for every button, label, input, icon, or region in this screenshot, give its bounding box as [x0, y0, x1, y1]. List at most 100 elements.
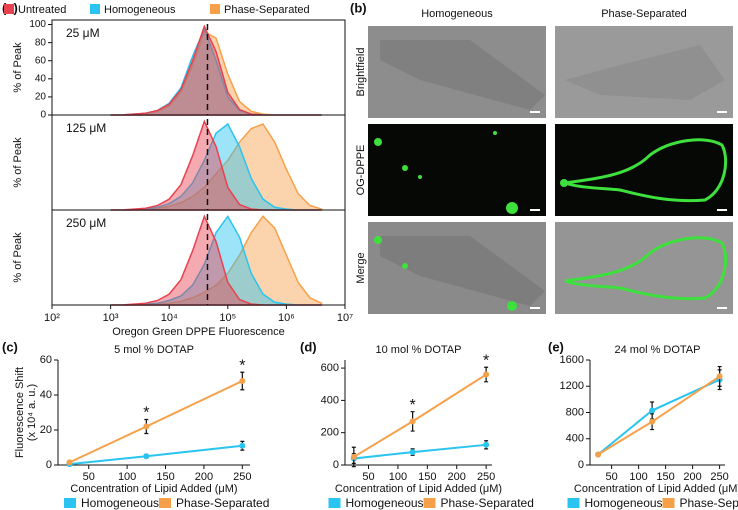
panel-label: (b)	[350, 0, 367, 15]
data-point	[143, 423, 150, 430]
x-tick-label: 150	[656, 471, 674, 483]
x-axis-label: Concentration of Lipid Added (μM)	[574, 483, 738, 495]
legend-swatch	[662, 498, 675, 508]
panel-annotation: 125 μM	[66, 121, 106, 135]
legend-label: Phase-Separated	[224, 4, 310, 16]
row-label: Brightfield	[355, 48, 367, 97]
x-tick-label: 150	[418, 471, 436, 483]
chart-title: 10 mol % DOTAP	[376, 344, 462, 356]
y-axis-label: % of Peak	[12, 137, 24, 188]
panel-label: (c)	[2, 339, 18, 354]
y-axis-label: % of Peak	[12, 42, 24, 93]
row-label: OG-DPPE	[355, 145, 367, 196]
data-point	[649, 407, 656, 414]
y-axis-label: Fluorescence Shift	[14, 367, 26, 458]
panel-label: (e)	[548, 339, 564, 354]
y-tick-label: 1600	[560, 354, 584, 366]
y-tick-label: 80	[35, 37, 47, 48]
legend-swatch	[4, 4, 14, 14]
vesicle	[374, 138, 382, 146]
x-tick-label: 50	[362, 471, 374, 483]
x-tick-label: 250	[233, 471, 251, 483]
x-tick-label: 200	[448, 471, 466, 483]
vesicle	[402, 263, 408, 269]
data-point	[483, 441, 490, 448]
x-tick-label: 10³	[103, 312, 119, 324]
cell-shape	[380, 40, 545, 110]
y-tick-label: 20	[35, 92, 47, 103]
vesicle	[418, 175, 422, 179]
legend-swatch	[210, 4, 220, 14]
y-tick-label: 100	[29, 19, 46, 30]
series-line	[353, 443, 487, 460]
column-header: Homogeneous	[421, 8, 493, 20]
vesicle	[506, 202, 518, 214]
data-point	[239, 442, 246, 449]
x-tick-label: 100	[118, 471, 136, 483]
panel-label: (d)	[300, 339, 317, 354]
micrograph	[555, 124, 733, 216]
y-axis-label: % of Peak	[12, 232, 24, 283]
x-tick-label: 200	[195, 471, 213, 483]
y-tick-label: 40	[35, 73, 47, 84]
x-axis-label: Concentration of Lipid Added (μM)	[335, 483, 502, 495]
x-axis-label: Concentration of Lipid Added (μM)	[70, 483, 237, 495]
series-line	[353, 373, 487, 458]
panel-annotation: 25 μM	[66, 26, 100, 40]
legend-label: Homogeneous	[81, 496, 159, 510]
x-tick-label: 100	[629, 471, 647, 483]
data-point	[716, 373, 723, 380]
data-point	[409, 418, 416, 425]
legend-label: Homogeneous	[585, 496, 663, 510]
column-header: Phase-Separated	[601, 8, 687, 20]
legend-swatch	[90, 4, 100, 14]
cell-shape	[380, 236, 545, 306]
x-axis-label: Oregon Green DPPE Fluorescence	[112, 326, 284, 338]
x-tick-label: 10⁴	[161, 312, 178, 324]
y-tick-label: 60	[40, 354, 52, 366]
data-point	[143, 453, 150, 460]
x-tick-label: 50	[605, 471, 617, 483]
legend-label: Phase-Separated	[441, 496, 534, 510]
vesicle	[374, 236, 382, 244]
legend-label: Phase-Separated	[176, 496, 269, 510]
data-point	[595, 451, 602, 458]
cell-shape	[565, 45, 725, 100]
x-tick-label: 50	[83, 471, 95, 483]
x-tick-label: 250	[477, 471, 495, 483]
data-point	[409, 449, 416, 456]
significance-marker: *	[143, 405, 149, 422]
plot-frame	[51, 209, 346, 306]
axes	[589, 360, 725, 466]
y-tick-label: 200	[321, 427, 339, 439]
y-tick-label: 0	[46, 459, 52, 471]
y-tick-label: 800	[566, 406, 584, 418]
series-line	[69, 380, 243, 464]
significance-marker: *	[483, 352, 489, 369]
y-tick-label: 40	[40, 389, 52, 401]
legend-label: Phase-Separated	[680, 496, 738, 510]
panel-annotation: 250 μM	[66, 216, 106, 230]
legend-label: Homogeneous	[346, 496, 424, 510]
vesicle	[402, 165, 408, 171]
micrograph	[368, 124, 546, 216]
y-tick-label: 0	[578, 459, 584, 471]
vesicle	[493, 131, 497, 135]
y-tick-label: 1200	[560, 380, 584, 392]
x-tick-label: 150	[156, 471, 174, 483]
x-tick-label: 10⁷	[337, 312, 353, 324]
x-tick-label: 10⁵	[219, 312, 236, 324]
scale-bars	[530, 111, 727, 309]
data-point	[350, 453, 357, 460]
y-axis-label: (x 10⁴ a. u.)	[26, 384, 38, 441]
vesicle	[560, 179, 568, 187]
micrograph	[555, 222, 733, 314]
legend-swatch	[159, 498, 171, 508]
legend-swatch	[328, 498, 341, 508]
y-tick-label: 0	[333, 459, 339, 471]
series-line	[597, 375, 721, 456]
membrane	[564, 236, 728, 301]
x-tick-label: 10⁶	[278, 312, 295, 324]
data-point	[66, 459, 73, 466]
legend-swatch	[567, 498, 580, 508]
